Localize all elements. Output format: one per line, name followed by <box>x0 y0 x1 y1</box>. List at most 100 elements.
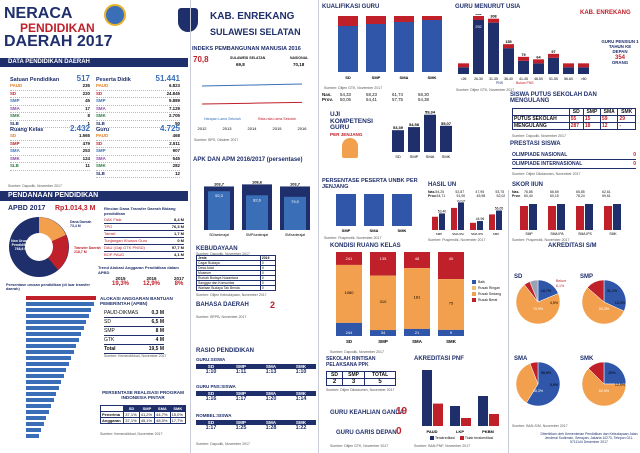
stat-row-value: 8 <box>87 113 90 118</box>
kondisi-rusak-value: 241 <box>346 256 353 261</box>
stat-row-label: SLB <box>10 120 19 126</box>
pnf-bar-akr <box>478 396 488 426</box>
akr-slice-b: 53,3% <box>599 307 610 311</box>
rasio-value: 1:17 <box>205 425 217 431</box>
rasio-value: 1:11 <box>235 369 247 375</box>
transfer-label: Transfer Daerah 218,7 M <box>74 246 101 254</box>
realisasi-cell: Anggaran <box>99 417 125 424</box>
pensiun-value: 354 <box>614 54 625 61</box>
ruang-block: Ruang Kelas 2.432 SD 1.565 SMP 479 SMA 253 SMK… <box>10 124 90 171</box>
usia-bar-pns <box>473 20 484 74</box>
rasio-value: 1:20 <box>265 396 277 402</box>
kebudayaan-table: Jenis 2016 Cagar Budaya 0 Desa Adat 0 Museum 0 R… <box>196 255 277 291</box>
rasio-rs-table: SD SMP SMA SMK 1:17 1:25 1:28 1:22 <box>196 420 316 431</box>
col-divider-3 <box>508 190 509 453</box>
stat-row: SD 2.511 <box>96 140 180 148</box>
pendanaan-bar <box>0 191 188 201</box>
non-urusan-text: Non Urusan Pendidikan <box>11 239 31 247</box>
hasil-bar-2017 <box>439 213 445 230</box>
rincian-value: 76,3 M <box>171 224 184 229</box>
ipm-year-tick: 2014 <box>248 126 258 131</box>
ppk-col: SMP <box>341 371 366 379</box>
iiun-nas-value: 62,61 <box>602 190 611 194</box>
bahasa-source: Sumber: BPPB, November 2017 <box>196 315 247 319</box>
akr-slice <box>588 361 605 385</box>
usia-bar-pns <box>458 67 469 74</box>
stat-row: SMK 282 <box>96 163 180 171</box>
rincian-label: TPG <box>104 224 113 229</box>
region-name: KAB. ENREKANG <box>210 11 295 22</box>
stat-row: SMP 45 <box>10 98 90 106</box>
stat-row-label: SLB <box>96 170 105 176</box>
kondisi-baik-value: 244 <box>346 330 353 335</box>
usia-bar-nonpns <box>578 63 589 68</box>
rasio-source: Sumber: Dapodik, November 2017 <box>196 442 250 446</box>
iiun-prov-values: 60,40 60,15 78,24 59,61 <box>524 194 620 198</box>
rasio-rs-label: ROMBEL:SISWA <box>196 413 232 418</box>
tren-year-3: 2017 <box>173 276 184 281</box>
putus-cell: 12 <box>599 122 619 130</box>
persentase-bar <box>26 326 84 330</box>
usia-bar-pns <box>488 22 499 74</box>
ukg-prov-value: 54,41 <box>366 97 377 102</box>
stat-row-label: SMA <box>96 105 106 111</box>
putus-cell: 287 <box>568 122 584 130</box>
usia-bar-nonpns <box>518 56 529 61</box>
stat-row-label: SMA <box>10 105 20 111</box>
apm-label: 82,6 <box>253 197 262 202</box>
usia-bar-pns <box>548 57 559 74</box>
stat-row-value: 2.511 <box>169 140 180 146</box>
iiun-bar-2016 <box>576 206 584 230</box>
stat-row-label: SMP <box>96 98 106 103</box>
apk-cat: SM/sederajat <box>285 233 305 237</box>
akr-slice <box>529 361 539 385</box>
putus-cell: 15 <box>582 115 601 123</box>
iiun-nas-value: 66,69 <box>550 190 559 194</box>
usia-value: 308 <box>490 15 496 19</box>
kual-cat: SMK <box>428 75 437 80</box>
rasio-value: 1:10 <box>295 369 307 375</box>
akr-slice-c: 13,3% <box>615 301 626 305</box>
kebudayaan-source: Sumber: Ditjen Kebudayaan, November 2017 <box>196 293 267 297</box>
ukg-bar <box>440 125 452 152</box>
apm-bar <box>208 191 230 230</box>
stat-row-value: 253 <box>82 148 90 153</box>
rasio-header-row: SD SMP SMA SMK <box>196 420 316 425</box>
rasio-value-row: 1:16 1:17 1:20 1:14 <box>196 396 316 402</box>
ukg-bar <box>424 114 436 152</box>
persentase-bar <box>26 392 56 396</box>
stat-row: SMK 8 <box>10 113 90 121</box>
rincian-row: DAU (Gaji GTK PNSD) 97,7 M <box>104 245 184 252</box>
non-urusan-value: 768,6 M <box>14 247 28 251</box>
pnf-legend-a: Terakreditasi <box>435 436 455 440</box>
persentase-bar <box>26 356 71 360</box>
tren-val-2: 12,9% <box>142 281 160 287</box>
iiun-nas-value: 65,85 <box>576 190 585 194</box>
prestasi-label: OLIMPIADE NASIONAL <box>512 152 568 158</box>
persentase-title: Persentase urusan pendidikan (di luar tr… <box>6 283 90 291</box>
iiun-cat: SMA IPA <box>550 232 564 236</box>
stat-row-value: 907 <box>172 148 180 153</box>
realisasi-table: SD SMP SMA SMK Penerima 37,1% 41,2% 44,7% 15,0% A… <box>99 405 187 424</box>
pnf-bar-tidak <box>433 403 443 426</box>
iiun-bar-2017 <box>529 204 537 230</box>
akr-pie-label: SMP <box>580 274 593 280</box>
stat-row: SLB 12 <box>96 170 180 178</box>
pensiun-unit: ORANG <box>611 60 629 66</box>
rasio-col: SMP <box>226 391 256 396</box>
putus-cell: - <box>617 122 636 130</box>
pensiun-label: GURU PENSIUN 1 TAHUN KE DEPAN <box>601 39 639 54</box>
persentase-bar <box>26 416 46 420</box>
ppk-value: 3 <box>341 378 366 386</box>
rincian-title: Rincian Dana Transfer Daerah Bidang pend… <box>104 206 176 216</box>
usia-inside-value: 292 <box>475 25 481 29</box>
kondisi-rusak <box>336 252 362 265</box>
kondisi-legend-item: Rusak Sedang <box>472 292 506 296</box>
kondisi-sedang-value: 75 <box>449 301 454 306</box>
pnf-cat: PAUD <box>426 429 437 434</box>
usia-legend-pns: PNS <box>496 81 504 84</box>
hasil-prov-value: 52,02 <box>496 194 506 198</box>
rasio-gs-label: GURU:SISWA <box>196 357 226 362</box>
putus-cell: PUTUS SEKOLAH <box>512 115 570 123</box>
kual-cat: SMA <box>400 75 409 80</box>
